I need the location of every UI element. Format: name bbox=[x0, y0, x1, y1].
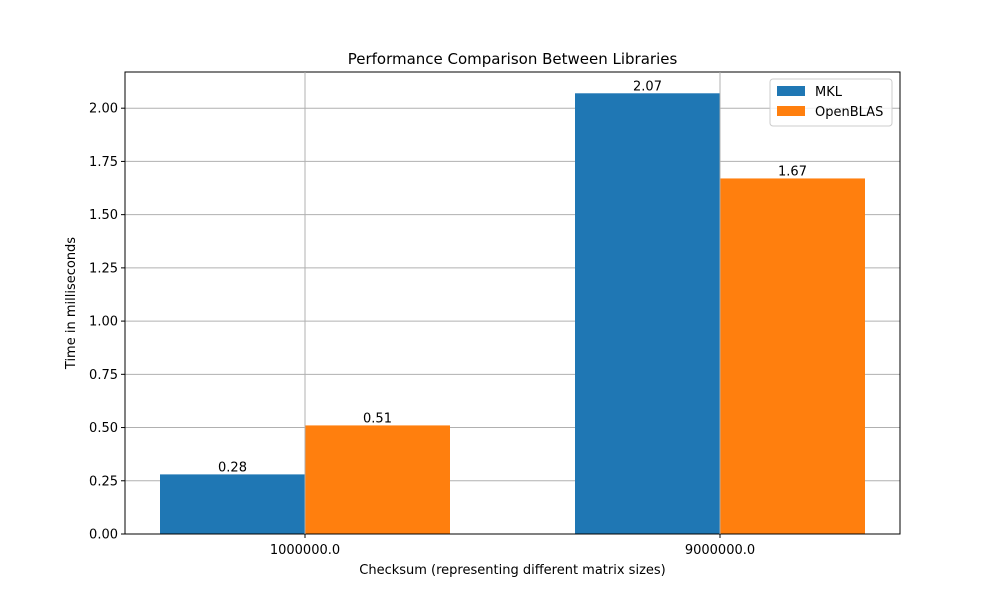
y-tick-label: 1.25 bbox=[89, 261, 118, 276]
bar-openblas-1 bbox=[720, 178, 865, 535]
legend-swatch-openblas bbox=[777, 106, 805, 116]
y-tick-label: 0.00 bbox=[89, 528, 118, 543]
x-tick-label: 1000000.0 bbox=[270, 543, 340, 558]
bar-mkl-1 bbox=[575, 93, 720, 535]
bar-value-label: 1.67 bbox=[778, 164, 807, 179]
y-tick-label: 1.75 bbox=[89, 155, 118, 170]
legend: MKL OpenBLAS bbox=[769, 78, 893, 127]
plot-frame bbox=[124, 71, 901, 535]
y-tick-label: 0.50 bbox=[89, 421, 118, 436]
x-axis-label: Checksum (representing different matrix … bbox=[359, 563, 665, 578]
y-axis-label: Time in milliseconds bbox=[64, 237, 79, 370]
bar-value-label: 2.07 bbox=[633, 79, 662, 94]
y-tick-label: 0.75 bbox=[89, 368, 118, 383]
chart-title: Performance Comparison Between Libraries bbox=[348, 50, 678, 68]
bars bbox=[160, 93, 865, 535]
bar-value-label: 0.28 bbox=[218, 460, 247, 475]
x-axis-ticks: 1000000.0 9000000.0 bbox=[270, 534, 755, 558]
legend-swatch-mkl bbox=[777, 86, 805, 96]
y-tick-label: 1.50 bbox=[89, 208, 118, 223]
x-tick-label: 9000000.0 bbox=[685, 543, 755, 558]
bar-value-labels: 0.28 2.07 0.51 1.67 bbox=[218, 72, 807, 534]
y-tick-label: 2.00 bbox=[89, 102, 118, 117]
bar-mkl-0 bbox=[160, 474, 305, 534]
bar-openblas-0 bbox=[305, 425, 450, 534]
bar-value-label: 0.51 bbox=[363, 411, 392, 426]
axes bbox=[124, 71, 901, 535]
legend-label-mkl: MKL bbox=[815, 85, 843, 100]
legend-label-openblas: OpenBLAS bbox=[815, 105, 883, 120]
y-axis-ticks: 0.00 0.25 0.50 0.75 1.00 1.25 1.50 1.75 2.00 bbox=[89, 102, 125, 543]
y-tick-label: 1.00 bbox=[89, 315, 118, 330]
y-tick-label: 0.25 bbox=[89, 474, 118, 489]
